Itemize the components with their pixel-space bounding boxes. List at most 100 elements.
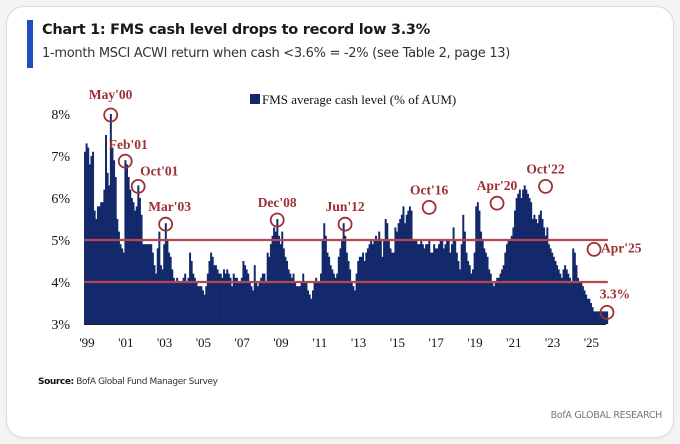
bar bbox=[129, 189, 132, 324]
bar bbox=[240, 277, 243, 324]
bar bbox=[316, 282, 319, 324]
bar bbox=[402, 206, 405, 324]
bar bbox=[463, 231, 466, 324]
bar bbox=[360, 256, 363, 324]
bar bbox=[586, 298, 589, 324]
bar bbox=[265, 282, 268, 324]
bar bbox=[573, 252, 576, 324]
bar bbox=[386, 223, 389, 324]
annotation-label: Apr'25 bbox=[601, 240, 642, 255]
bar bbox=[242, 261, 245, 324]
bar bbox=[287, 269, 290, 324]
bar bbox=[269, 244, 272, 324]
bar bbox=[551, 252, 554, 324]
bar bbox=[148, 244, 151, 324]
bar bbox=[329, 265, 332, 324]
bar bbox=[253, 265, 256, 324]
bar bbox=[85, 143, 88, 324]
annotation-label: Dec'08 bbox=[258, 195, 297, 210]
bar bbox=[556, 265, 559, 324]
bar bbox=[496, 277, 499, 324]
bar bbox=[570, 282, 573, 324]
bar bbox=[261, 273, 264, 324]
bar bbox=[208, 261, 211, 324]
x-tick-label: '11 bbox=[312, 335, 327, 350]
bar bbox=[404, 223, 407, 324]
bar bbox=[533, 214, 536, 324]
annotation-circle bbox=[337, 216, 353, 232]
chart-title: Chart 1: FMS cash level drops to record … bbox=[42, 22, 430, 38]
bar bbox=[450, 244, 453, 324]
annotation-label: Mar'03 bbox=[148, 199, 191, 214]
bar bbox=[245, 269, 248, 324]
bar bbox=[324, 235, 327, 324]
x-tick-label: '07 bbox=[235, 335, 251, 350]
bar bbox=[468, 265, 471, 324]
title-accent-bar bbox=[27, 20, 33, 68]
bar bbox=[547, 244, 550, 324]
annotation-label: 3.3% bbox=[600, 286, 630, 301]
bar bbox=[198, 286, 201, 324]
bar bbox=[345, 252, 348, 324]
bar bbox=[247, 273, 250, 324]
annotation-circle bbox=[489, 195, 505, 211]
bar bbox=[522, 189, 525, 324]
bar bbox=[179, 282, 182, 324]
bar bbox=[365, 252, 368, 324]
bar bbox=[407, 210, 410, 324]
bar bbox=[315, 277, 318, 324]
bar bbox=[168, 252, 171, 324]
bar bbox=[169, 256, 172, 324]
x-tick-label: '13 bbox=[351, 335, 366, 350]
bar bbox=[593, 311, 596, 324]
bar bbox=[95, 219, 98, 324]
bar bbox=[258, 282, 261, 324]
x-tick-label: '23 bbox=[545, 335, 560, 350]
annotation-label: Feb'01 bbox=[109, 137, 148, 152]
bar bbox=[145, 244, 148, 324]
bar bbox=[140, 214, 143, 324]
bar bbox=[300, 282, 303, 324]
annotation-circle bbox=[158, 216, 174, 232]
legend: FMS average cash level (% of AUM) bbox=[250, 92, 456, 107]
annotation-label: Oct'01 bbox=[140, 163, 178, 178]
bar bbox=[418, 244, 421, 324]
bar bbox=[244, 265, 247, 324]
annotation-circle bbox=[103, 107, 119, 123]
bar bbox=[400, 214, 403, 324]
bar bbox=[229, 277, 232, 324]
bar bbox=[559, 273, 562, 324]
annotation-circle bbox=[130, 178, 146, 194]
bar bbox=[210, 252, 213, 324]
bar bbox=[434, 248, 437, 324]
bar bbox=[531, 219, 534, 324]
x-tick-label: '01 bbox=[118, 335, 133, 350]
bar bbox=[320, 273, 322, 324]
bar bbox=[206, 273, 209, 324]
bar bbox=[473, 252, 476, 324]
bar bbox=[336, 273, 339, 324]
bar bbox=[371, 244, 374, 324]
bar bbox=[452, 227, 455, 324]
bar bbox=[350, 282, 353, 324]
bar bbox=[544, 235, 547, 324]
bar bbox=[113, 160, 116, 324]
bar bbox=[349, 269, 352, 324]
bar bbox=[161, 269, 164, 324]
x-tick-label: '03 bbox=[157, 335, 172, 350]
bar bbox=[405, 214, 408, 324]
bar bbox=[281, 231, 284, 324]
bar bbox=[528, 198, 531, 324]
bar bbox=[580, 282, 583, 324]
bar bbox=[103, 189, 106, 324]
bar bbox=[134, 210, 137, 324]
bar bbox=[352, 286, 355, 324]
bar-series bbox=[84, 114, 609, 324]
bar bbox=[366, 248, 369, 324]
bar bbox=[190, 261, 193, 324]
bar bbox=[219, 273, 222, 324]
bar bbox=[211, 256, 214, 324]
bar bbox=[111, 147, 114, 324]
bar bbox=[525, 189, 528, 324]
bar bbox=[192, 273, 195, 324]
